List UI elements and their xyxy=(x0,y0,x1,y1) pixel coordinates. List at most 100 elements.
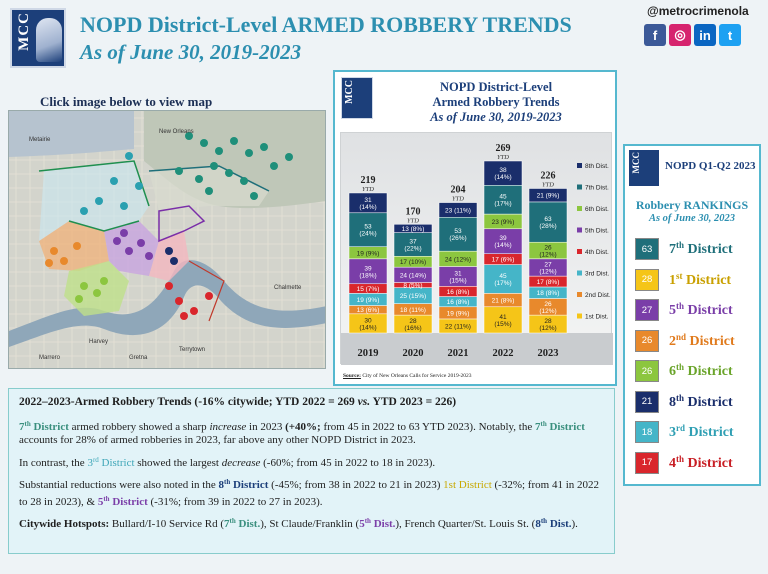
ranking-value: 63 xyxy=(635,238,659,260)
bar-segment xyxy=(393,224,433,233)
bar-segment-label: 39 (14%) xyxy=(494,235,511,249)
legend-swatch xyxy=(577,227,582,233)
twitter-icon[interactable]: t xyxy=(719,24,741,46)
district-map-image[interactable]: New Orleans Metairie Marrero Gretna Terr… xyxy=(8,110,326,369)
bar-segment xyxy=(483,306,523,334)
bar-segment-label: 21 (8%) xyxy=(492,298,515,305)
district-3-area xyxy=(39,161,149,241)
bar-total-label: 226 xyxy=(541,170,556,181)
ranking-row: 26 6th District xyxy=(635,360,759,382)
bar-segment-label: 25 (15%) xyxy=(400,293,426,300)
map-label-chalmette: Chalmette xyxy=(274,285,302,291)
robbery-markers xyxy=(45,132,293,320)
bar-total-label: 170 xyxy=(406,206,421,217)
legend-swatch xyxy=(577,292,582,297)
linkedin-icon[interactable]: in xyxy=(694,24,716,46)
chart-title-line-3: As of June 30, 2019-2023 xyxy=(430,110,562,124)
instagram-icon[interactable]: ◎ xyxy=(669,24,691,46)
summary-heading: 2022–2023-Armed Robbery Trends (-16% cit… xyxy=(19,396,457,408)
bar-segment xyxy=(483,160,523,186)
mcc-logo: MCC xyxy=(10,8,66,68)
bar-segment-label: 26 (12%) xyxy=(539,245,556,259)
legend-swatch xyxy=(577,184,582,190)
district-map-svg: New Orleans Metairie Marrero Gretna Terr… xyxy=(9,111,325,368)
map-label-new-orleans: New Orleans xyxy=(159,129,194,135)
social-handle[interactable]: @metrocrimenola xyxy=(647,4,749,18)
rankings-subtitle: As of June 30, 2023 xyxy=(648,213,736,224)
ranking-row: 18 3rd District xyxy=(635,421,759,443)
bar-segment-label: 41 (15%) xyxy=(494,314,511,328)
bar-segment-label: 19 (9%) xyxy=(357,297,380,304)
map-label-marrero: Marrero xyxy=(39,355,61,361)
bar-segment-label: 19 (9%) xyxy=(357,250,380,257)
x-tick-label: 2019 xyxy=(358,348,379,359)
bar-segment-label: 21 (9%) xyxy=(537,193,560,200)
bar-segment-label: 19 (9%) xyxy=(447,310,470,317)
ranking-district-label: 4th District xyxy=(669,453,733,471)
bar-segment-label: 23 (11%) xyxy=(445,207,471,214)
x-tick-label: 2021 xyxy=(448,348,469,359)
map-label-harvey: Harvey xyxy=(89,339,108,345)
ranking-district-label: 1st District xyxy=(669,270,732,288)
chart-svg: 30 (14%) 13 (6%) 19 (9%) 15 (7%) 39 (18%) 19 (9… xyxy=(341,143,613,365)
bar-segment-label: 13 (6%) xyxy=(357,307,380,314)
legend-swatch xyxy=(577,249,582,254)
bar-segment-label: 37 (22%) xyxy=(404,238,421,252)
district-8-area xyxy=(149,231,189,281)
x-tick-label: 2022 xyxy=(493,348,514,359)
summary-text-box: 2022–2023-Armed Robbery Trends (-16% cit… xyxy=(8,388,615,554)
bar-segment-label: 26 (12%) xyxy=(539,301,556,315)
ranking-value: 21 xyxy=(635,390,659,413)
bar-segment-label: 16 (8%) xyxy=(447,289,470,296)
bar-segment-label: 63 (28%) xyxy=(539,216,556,230)
legend-swatch xyxy=(577,313,582,319)
x-tick-label: 2023 xyxy=(538,348,559,359)
bar-segment-label: 22 (11%) xyxy=(445,323,471,330)
chart-title-line-2: Armed Robbery Trends xyxy=(432,95,560,109)
ranking-district-label: 3rd District xyxy=(669,423,734,440)
legend-label: 5th Dist. xyxy=(585,228,609,235)
summary-paragraph-3rd: In contrast, the 3rd District showed the… xyxy=(19,455,436,469)
ranking-value: 17 xyxy=(635,451,659,474)
chart-title: NOPD District-Level Armed Robbery Trends… xyxy=(379,80,613,125)
lake-shore xyxy=(9,111,134,157)
bar-segment-label: 39 (18%) xyxy=(359,265,376,279)
bar-segment-label: 16 (8%) xyxy=(447,299,470,306)
page-subtitle: As of June 30, 2019-2023 xyxy=(80,40,302,64)
ranking-value: 28 xyxy=(635,268,659,291)
bar-segment-label: 17 (10%) xyxy=(400,259,426,266)
bar-segment-label: 18 (11%) xyxy=(400,307,426,314)
legend-label: 6th Dist. xyxy=(585,206,609,213)
map-label-terrytown: Terrytown xyxy=(179,347,205,353)
bar-segment-label: 8 (5%) xyxy=(403,283,422,290)
legend-swatch xyxy=(577,206,582,211)
ranking-row: 17 4th District xyxy=(635,451,759,474)
pelican-icon xyxy=(36,18,62,62)
stacked-bar-chart: 30 (14%) 13 (6%) 19 (9%) 15 (7%) 39 (18%) 19 (9… xyxy=(340,132,613,365)
bar-segment-label: 27 (12%) xyxy=(539,261,556,275)
x-tick-label: 2020 xyxy=(403,348,424,359)
bar-segment xyxy=(438,202,478,218)
summary-paragraph-reductions: Substantial reductions were also noted i… xyxy=(19,478,599,508)
rankings-logo-text: MCC xyxy=(631,152,641,174)
logo-text: MCC xyxy=(16,12,32,51)
bar-segment-label: 18 (8%) xyxy=(537,290,560,297)
legend-swatch xyxy=(577,270,582,276)
bar-total-label: 219 xyxy=(361,175,376,186)
bar-segment-label: 17 (8%) xyxy=(537,279,560,286)
map-label-gretna: Gretna xyxy=(129,355,148,361)
ranking-value: 27 xyxy=(635,299,659,321)
bar-segment-label: 45 (17%) xyxy=(494,194,511,208)
summary-paragraph-7th: 7th District armed robbery showed a shar… xyxy=(19,419,585,447)
bar-total-label: 204 xyxy=(451,185,466,196)
chart-logo-text: MCC xyxy=(344,80,355,104)
bar-segment-label: 24 (12%) xyxy=(445,256,471,263)
bar-ytd-label: YTD xyxy=(407,217,419,224)
ranking-row: 21 8th District xyxy=(635,390,759,413)
rankings-header: NOPD Q1-Q2 2023 xyxy=(665,160,756,172)
ranking-district-label: 8th District xyxy=(669,392,733,410)
facebook-icon[interactable]: f xyxy=(644,24,666,46)
bar-ytd-label: YTD xyxy=(452,196,464,203)
ranking-row: 28 1st District xyxy=(635,268,759,291)
bar-segment xyxy=(528,201,568,243)
